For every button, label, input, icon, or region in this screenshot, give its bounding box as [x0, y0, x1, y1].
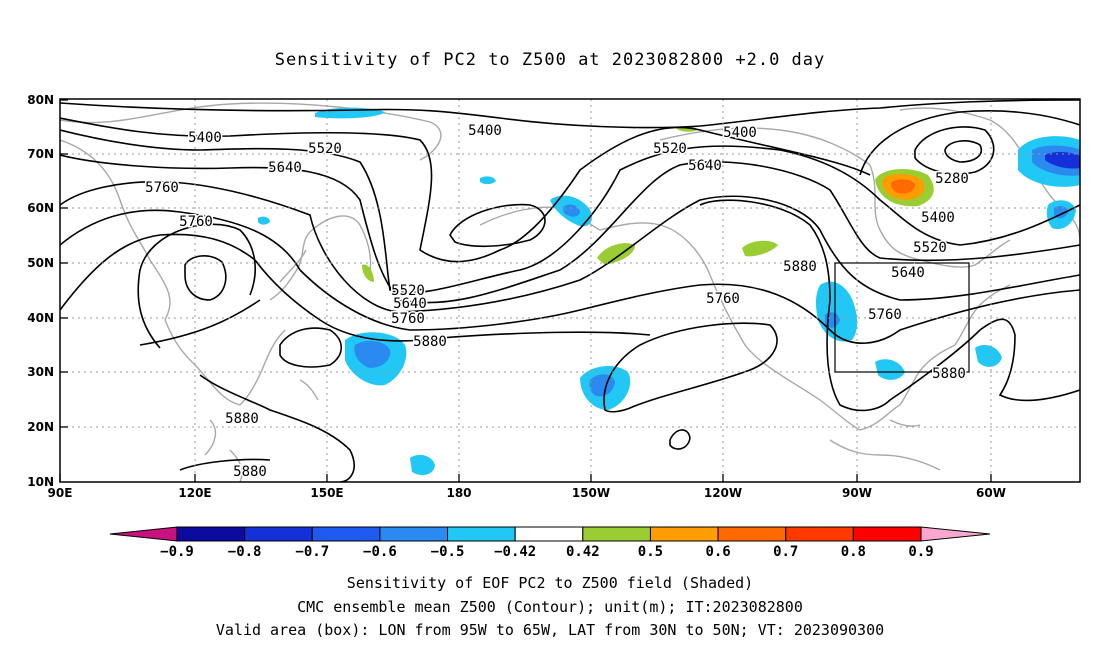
- shaded-negative: [410, 454, 435, 476]
- contour-label: 5760: [706, 291, 740, 307]
- colorbar-label: 0.9: [908, 544, 933, 560]
- shaded-negative: [563, 204, 580, 217]
- colorbar-cell: [311, 526, 381, 542]
- contour-label: 5880: [225, 411, 259, 427]
- contour-label: 5880: [932, 366, 966, 382]
- contour-label: 5520: [391, 283, 425, 299]
- colorbar-label: 0.6: [705, 544, 730, 560]
- contour-label: 5760: [179, 214, 213, 230]
- lat-tick-label: 30N: [27, 365, 54, 379]
- contour-label: 5880: [413, 334, 447, 350]
- contour-label: 5640: [393, 296, 427, 312]
- shaded-positive: [362, 264, 374, 282]
- contour-label: 5520: [308, 141, 342, 157]
- shaded-positive: [597, 243, 635, 265]
- shaded-negative: [875, 359, 905, 380]
- lon-tick-label: 90E: [48, 486, 73, 500]
- contour-label: 5400: [468, 123, 502, 139]
- colorbar-label: −0.42: [494, 544, 536, 560]
- lat-tick-label: 40N: [27, 311, 54, 325]
- contour-label: 5400: [188, 130, 222, 146]
- lon-tick-label: 120W: [704, 486, 742, 500]
- colorbar-cell: [582, 526, 651, 542]
- shaded-negative: [975, 345, 1002, 367]
- colorbar-cell: [717, 526, 787, 542]
- shaded-negative: [1045, 152, 1080, 169]
- colorbar-label: 0.5: [638, 544, 663, 560]
- contour-label: 5880: [233, 464, 267, 480]
- colorbar-cell: [514, 526, 584, 542]
- sensitivity-shading: [258, 107, 1080, 476]
- contour-label: 5760: [391, 311, 425, 327]
- z500-contours: [60, 99, 1080, 482]
- colorbar-cell: [176, 526, 246, 542]
- contour-label: 5280: [935, 171, 969, 187]
- colorbar-cell: [649, 526, 719, 542]
- colorbar-label: −0.7: [295, 544, 329, 560]
- colorbar-label: −0.6: [363, 544, 397, 560]
- caption-shaded: Sensitivity of EOF PC2 to Z500 field (Sh…: [346, 574, 754, 592]
- contour-label: 5640: [891, 265, 925, 281]
- contour-label: 5640: [688, 158, 722, 174]
- lon-tick-label: 180: [446, 486, 471, 500]
- shaded-negative: [815, 281, 858, 342]
- lon-tick-label: 90W: [842, 486, 872, 500]
- graticule: [60, 99, 1080, 482]
- colorbar-over-triangle: [920, 526, 991, 542]
- plot-frame: [59, 98, 1081, 483]
- colorbar-cell: [852, 526, 922, 542]
- colorbar-cell: [447, 526, 516, 542]
- colorbar-label: 0.42: [566, 544, 600, 560]
- contour-label: 5400: [921, 210, 955, 226]
- colorbar-label: 0.7: [773, 544, 798, 560]
- colorbar-cell: [379, 526, 449, 542]
- contour-label: 5760: [145, 180, 179, 196]
- contour-label: 5520: [653, 141, 687, 157]
- shaded-negative: [354, 340, 391, 368]
- colorbar-label: −0.9: [160, 544, 194, 560]
- caption-valid-area: Valid area (box): LON from 95W to 65W, L…: [215, 621, 885, 639]
- shaded-positive: [742, 240, 778, 257]
- valid-area-box: [834, 262, 970, 373]
- shaded-negative: [258, 216, 270, 225]
- lat-tick-label: 50N: [27, 256, 54, 270]
- map-title: Sensitivity of PC2 to Z500 at 2023082800…: [274, 50, 826, 70]
- colorbar-cell: [785, 526, 854, 542]
- colorbar-label: −0.8: [228, 544, 262, 560]
- lat-tick-label: 10N: [27, 475, 54, 489]
- lon-tick-label: 60W: [976, 486, 1006, 500]
- tick-marks: [59, 99, 992, 482]
- lat-tick-label: 60N: [27, 201, 54, 215]
- contour-label: 5640: [268, 160, 302, 176]
- lat-tick-label: 70N: [27, 147, 54, 161]
- caption-contour: CMC ensemble mean Z500 (Contour); unit(m…: [297, 598, 803, 616]
- shaded-positive: [891, 179, 915, 194]
- colorbar-label: −0.5: [431, 544, 465, 560]
- colorbar: −0.9 −0.8 −0.7 −0.6 −0.5 −0.42 0.42 0.5 0.6 0.7 0.…: [109, 526, 991, 560]
- lat-tick-label: 20N: [27, 420, 54, 434]
- shaded-negative: [480, 176, 496, 185]
- lon-tick-label: 150E: [310, 486, 343, 500]
- lon-tick-label: 150W: [572, 486, 610, 500]
- contour-label: 5760: [868, 307, 902, 323]
- lon-tick-label: 120E: [178, 486, 211, 500]
- contour-label: 5400: [723, 125, 757, 141]
- lat-tick-label: 80N: [27, 93, 54, 107]
- contour-label: 5880: [783, 259, 817, 275]
- colorbar-label: 0.8: [841, 544, 866, 560]
- contour-label: 5520: [913, 240, 947, 256]
- coastlines: [60, 102, 1080, 482]
- colorbar-under-triangle: [109, 526, 178, 542]
- colorbar-cell: [244, 526, 313, 542]
